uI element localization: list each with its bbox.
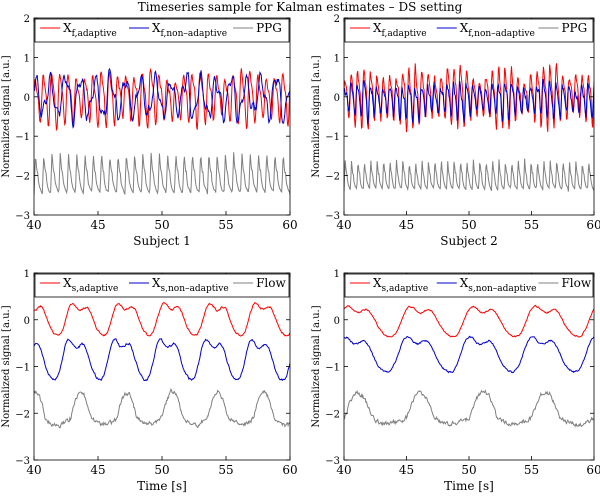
x-tick-label: 60 (586, 218, 600, 232)
x-tick-label: 50 (461, 218, 476, 232)
y-tick-label: 0 (334, 93, 340, 104)
x-axis-label: Time [s] (137, 479, 187, 493)
panel-1: 40 45 50 55 60 −3 −2 −1 0 1 2 Subject 1 Normalized s… (1, 14, 298, 248)
x-tick-label: 45 (399, 463, 414, 477)
y-tick-label: −1 (325, 363, 340, 374)
x-axis-label: Subject 1 (133, 234, 190, 248)
y-axis-label: Normalized signal [a.u.] (1, 55, 12, 177)
legend: Xf,adaptive Xf,non–adaptive PPG (34, 18, 290, 43)
legend-box (34, 273, 290, 298)
y-tick-label: −1 (325, 132, 340, 143)
legend-label-non-adaptive: Xf,non–adaptive (152, 21, 227, 39)
x-tick-label: 50 (154, 218, 169, 232)
series-line-reference (34, 152, 290, 196)
axes-frame (343, 272, 595, 461)
x-tick-label: 60 (586, 463, 600, 477)
y-tick-label: 1 (24, 53, 30, 64)
x-tick-label: 40 (26, 218, 41, 232)
series-line-adaptive (34, 67, 290, 132)
series-line-non-adaptive (34, 67, 290, 129)
x-tick-label: 50 (154, 463, 169, 477)
series-line-non-adaptive (344, 335, 594, 374)
x-tick-label: 55 (218, 218, 233, 232)
panel-4: 40 45 50 55 60 −3 −2 −1 0 1 Time [s] Normalized sig… (311, 269, 600, 493)
y-tick-label: 2 (334, 14, 340, 25)
legend-box (344, 18, 594, 43)
x-tick-label: 45 (90, 463, 105, 477)
y-tick-label: −2 (325, 409, 340, 420)
legend-label-reference: PPG (256, 21, 282, 35)
panel-2: 40 45 50 55 60 −3 −2 −1 0 1 2 Subject 2 Normalized s… (311, 14, 600, 248)
y-axis-label: Normalized signal [a.u.] (311, 55, 322, 177)
y-tick-label: 1 (24, 269, 30, 280)
x-axis-label: Time [s] (444, 479, 494, 493)
y-tick-label: −1 (15, 132, 30, 143)
x-tick-label: 60 (282, 463, 297, 477)
y-tick-label: 1 (334, 269, 340, 280)
y-axis-label: Normalized signal [a.u.] (1, 305, 12, 427)
x-tick-label: 55 (218, 463, 233, 477)
x-tick-label: 55 (524, 463, 539, 477)
y-tick-label: −2 (15, 172, 30, 183)
x-tick-label: 40 (336, 218, 351, 232)
panel-3: 40 45 50 55 60 −3 −2 −1 0 1 Time [s] Normalized sig… (1, 269, 298, 493)
legend-box (34, 18, 290, 43)
legend: Xs,adaptive Xs,non–adaptive Flow (344, 273, 594, 298)
series-line-non-adaptive (344, 78, 594, 125)
legend-label-non-adaptive: Xs,non–adaptive (460, 276, 537, 294)
x-tick-label: 40 (26, 463, 41, 477)
figure-title: Timeseries sample for Kalman estimates –… (138, 0, 463, 14)
y-tick-label: 1 (334, 53, 340, 64)
y-tick-label: 0 (24, 93, 30, 104)
x-tick-label: 60 (282, 218, 297, 232)
y-axis-label: Normalized signal [a.u.] (311, 305, 322, 427)
series-line-reference (344, 158, 594, 192)
y-tick-label: −3 (325, 211, 340, 222)
legend-box (344, 273, 594, 298)
series-line-non-adaptive (34, 338, 290, 382)
legend: Xs,adaptive Xs,non–adaptive Flow (34, 273, 290, 298)
x-tick-label: 55 (524, 218, 539, 232)
legend-label-reference: Flow (256, 276, 286, 290)
series-line-adaptive (344, 304, 594, 338)
y-tick-label: 0 (24, 316, 30, 327)
y-tick-label: −3 (15, 456, 30, 467)
x-tick-label: 40 (336, 463, 351, 477)
series-line-adaptive (34, 301, 290, 337)
legend-label-reference: Flow (561, 276, 591, 290)
legend-label-adaptive: Xf,adaptive (373, 21, 427, 39)
legend-label-adaptive: Xf,adaptive (63, 21, 117, 39)
axes-frame (33, 272, 291, 461)
legend-label-adaptive: Xs,adaptive (63, 276, 118, 294)
y-tick-label: −2 (15, 409, 30, 420)
x-tick-label: 50 (461, 463, 476, 477)
y-tick-label: −1 (15, 363, 30, 374)
x-tick-label: 45 (90, 218, 105, 232)
x-axis-label: Subject 2 (440, 234, 497, 248)
y-tick-label: −3 (325, 456, 340, 467)
x-tick-label: 45 (399, 218, 414, 232)
legend-label-non-adaptive: Xf,non–adaptive (460, 21, 535, 39)
legend-label-reference: PPG (561, 21, 587, 35)
y-tick-label: −2 (325, 172, 340, 183)
series-line-reference (344, 389, 594, 428)
legend-label-non-adaptive: Xs,non–adaptive (152, 276, 229, 294)
legend: Xf,adaptive Xf,non–adaptive PPG (344, 18, 594, 43)
y-tick-label: 0 (334, 316, 340, 327)
y-tick-label: 2 (24, 14, 30, 25)
legend-label-adaptive: Xs,adaptive (373, 276, 428, 294)
y-tick-label: −3 (15, 211, 30, 222)
series-line-reference (34, 387, 290, 429)
